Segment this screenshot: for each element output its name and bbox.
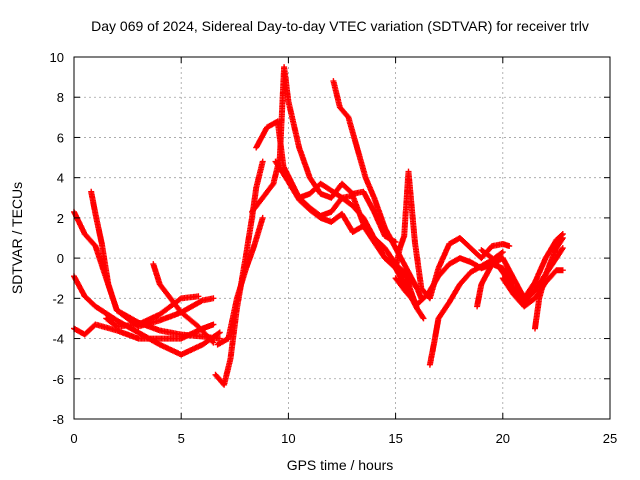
series-sat-track-17 bbox=[474, 231, 566, 310]
x-axis-label: GPS time / hours bbox=[287, 457, 394, 473]
data-layer bbox=[71, 64, 566, 388]
series-sat-track-2 bbox=[71, 273, 223, 358]
point-marks bbox=[426, 249, 506, 368]
point-marks bbox=[88, 188, 217, 330]
y-tick-label: -6 bbox=[52, 372, 64, 387]
point-marks bbox=[212, 158, 266, 388]
series-sat-track-8 bbox=[214, 214, 266, 348]
y-tick-label: 2 bbox=[57, 211, 64, 226]
point-marks bbox=[103, 293, 202, 330]
x-tick-label: 5 bbox=[178, 431, 185, 446]
y-tick-label: -4 bbox=[52, 332, 64, 347]
series-sat-track-5 bbox=[103, 293, 202, 330]
y-tick-label: 6 bbox=[57, 130, 64, 145]
chart-title: Day 069 of 2024, Sidereal Day-to-day VTE… bbox=[91, 18, 589, 34]
x-tick-label: 0 bbox=[70, 431, 77, 446]
y-tick-label: 0 bbox=[57, 251, 64, 266]
series-sat-track-6 bbox=[150, 261, 217, 346]
plot-frame bbox=[73, 56, 611, 420]
x-tick-label: 10 bbox=[281, 431, 295, 446]
point-marks bbox=[281, 164, 420, 312]
point-marks bbox=[499, 267, 566, 310]
point-marks bbox=[474, 231, 566, 310]
y-tick-label: 10 bbox=[50, 50, 64, 65]
series-sat-track-12 bbox=[281, 164, 420, 312]
y-tick-label: -8 bbox=[52, 412, 64, 427]
y-tick-label: -2 bbox=[52, 291, 64, 306]
y-axis-label: SDTVAR / TECUs bbox=[9, 182, 25, 294]
point-marks bbox=[150, 261, 217, 346]
y-tick-label: 8 bbox=[57, 90, 64, 105]
series-sat-track-20 bbox=[499, 267, 566, 310]
axes: 0 5 10 15 20 25 -8 -6 -4 -2 0 2 4 6 8 10 bbox=[50, 50, 618, 446]
x-tick-label: 15 bbox=[388, 431, 402, 446]
x-tick-label: 20 bbox=[496, 431, 510, 446]
y-tick-label: 4 bbox=[57, 171, 64, 186]
x-tick-label: 25 bbox=[603, 431, 617, 446]
point-marks bbox=[330, 78, 420, 292]
series-sat-track-7 bbox=[212, 158, 266, 388]
series-sat-track-16 bbox=[426, 249, 506, 368]
point-marks bbox=[214, 214, 266, 348]
series-sat-track-13 bbox=[330, 78, 420, 292]
point-marks bbox=[71, 273, 223, 358]
series-sat-track-4 bbox=[88, 188, 217, 330]
